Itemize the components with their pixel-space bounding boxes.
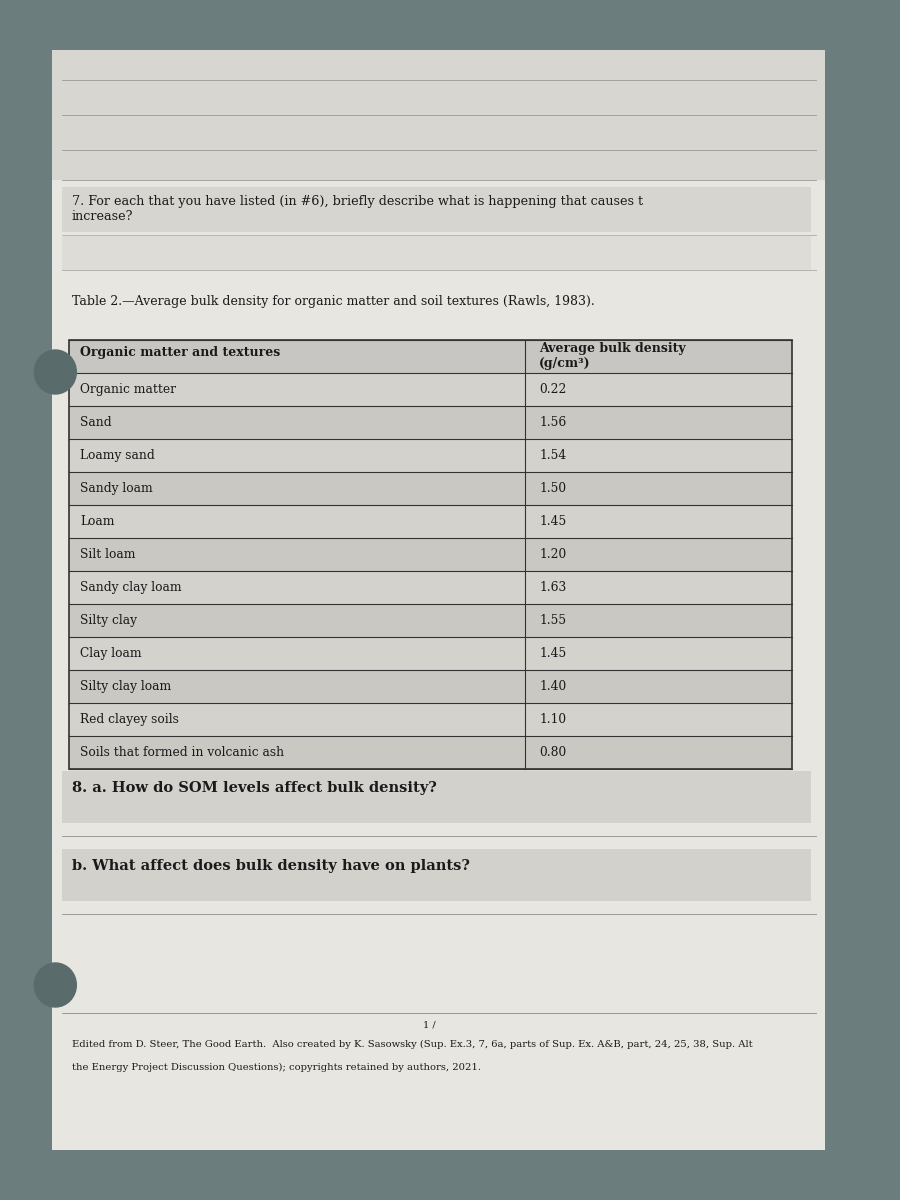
Text: the Energy Project Discussion Questions); copyrights retained by authors, 2021.: the Energy Project Discussion Questions)… bbox=[72, 1063, 481, 1072]
FancyBboxPatch shape bbox=[68, 505, 792, 538]
Text: 1.10: 1.10 bbox=[539, 713, 566, 726]
FancyBboxPatch shape bbox=[62, 187, 811, 232]
Text: Organic matter: Organic matter bbox=[80, 383, 176, 396]
Text: Sandy clay loam: Sandy clay loam bbox=[80, 581, 182, 594]
Text: 0.22: 0.22 bbox=[539, 383, 566, 396]
Circle shape bbox=[34, 962, 76, 1007]
Text: Silt loam: Silt loam bbox=[80, 548, 136, 562]
FancyBboxPatch shape bbox=[68, 406, 792, 439]
Text: 1.63: 1.63 bbox=[539, 581, 566, 594]
Text: 1 /: 1 / bbox=[423, 1020, 436, 1028]
FancyBboxPatch shape bbox=[68, 439, 792, 472]
Text: 8. a. How do SOM levels affect bulk density?: 8. a. How do SOM levels affect bulk dens… bbox=[72, 781, 436, 796]
Text: (g/cm³): (g/cm³) bbox=[539, 358, 590, 371]
FancyBboxPatch shape bbox=[68, 373, 792, 406]
FancyBboxPatch shape bbox=[68, 670, 792, 703]
FancyBboxPatch shape bbox=[68, 703, 792, 736]
Circle shape bbox=[34, 350, 76, 394]
Text: Silty clay loam: Silty clay loam bbox=[80, 680, 171, 694]
Text: Loam: Loam bbox=[80, 515, 114, 528]
Text: Organic matter and textures: Organic matter and textures bbox=[80, 346, 281, 359]
Text: 7. For each that you have listed (in #6), briefly describe what is happening tha: 7. For each that you have listed (in #6)… bbox=[72, 194, 643, 223]
Text: 1.20: 1.20 bbox=[539, 548, 566, 562]
FancyBboxPatch shape bbox=[68, 736, 792, 769]
Text: Average bulk density: Average bulk density bbox=[539, 342, 686, 355]
FancyBboxPatch shape bbox=[68, 604, 792, 637]
FancyBboxPatch shape bbox=[52, 50, 825, 180]
Text: Edited from D. Steer, The Good Earth.  Also created by K. Sasowsky (Sup. Ex.3, 7: Edited from D. Steer, The Good Earth. Al… bbox=[72, 1040, 752, 1049]
Text: 1.54: 1.54 bbox=[539, 449, 566, 462]
Text: Loamy sand: Loamy sand bbox=[80, 449, 155, 462]
FancyBboxPatch shape bbox=[52, 50, 825, 1150]
Text: Sandy loam: Sandy loam bbox=[80, 482, 153, 496]
Text: Silty clay: Silty clay bbox=[80, 614, 137, 628]
FancyBboxPatch shape bbox=[68, 538, 792, 571]
FancyBboxPatch shape bbox=[62, 235, 811, 270]
Text: Red clayey soils: Red clayey soils bbox=[80, 713, 179, 726]
Text: 1.50: 1.50 bbox=[539, 482, 566, 496]
FancyBboxPatch shape bbox=[68, 340, 792, 373]
Text: Soils that formed in volcanic ash: Soils that formed in volcanic ash bbox=[80, 746, 284, 760]
Text: Sand: Sand bbox=[80, 416, 112, 428]
Text: 1.45: 1.45 bbox=[539, 515, 566, 528]
Text: 0.80: 0.80 bbox=[539, 746, 566, 760]
Text: Table 2.—Average bulk density for organic matter and soil textures (Rawls, 1983): Table 2.—Average bulk density for organi… bbox=[72, 295, 594, 308]
Text: b. What affect does bulk density have on plants?: b. What affect does bulk density have on… bbox=[72, 859, 470, 874]
Text: 1.40: 1.40 bbox=[539, 680, 566, 694]
FancyBboxPatch shape bbox=[62, 772, 811, 823]
FancyBboxPatch shape bbox=[68, 637, 792, 670]
Text: Clay loam: Clay loam bbox=[80, 647, 142, 660]
Text: 1.55: 1.55 bbox=[539, 614, 566, 628]
Text: 1.56: 1.56 bbox=[539, 416, 566, 428]
FancyBboxPatch shape bbox=[68, 571, 792, 604]
FancyBboxPatch shape bbox=[62, 850, 811, 901]
Text: 1.45: 1.45 bbox=[539, 647, 566, 660]
Bar bbox=[68, 340, 792, 769]
FancyBboxPatch shape bbox=[68, 472, 792, 505]
